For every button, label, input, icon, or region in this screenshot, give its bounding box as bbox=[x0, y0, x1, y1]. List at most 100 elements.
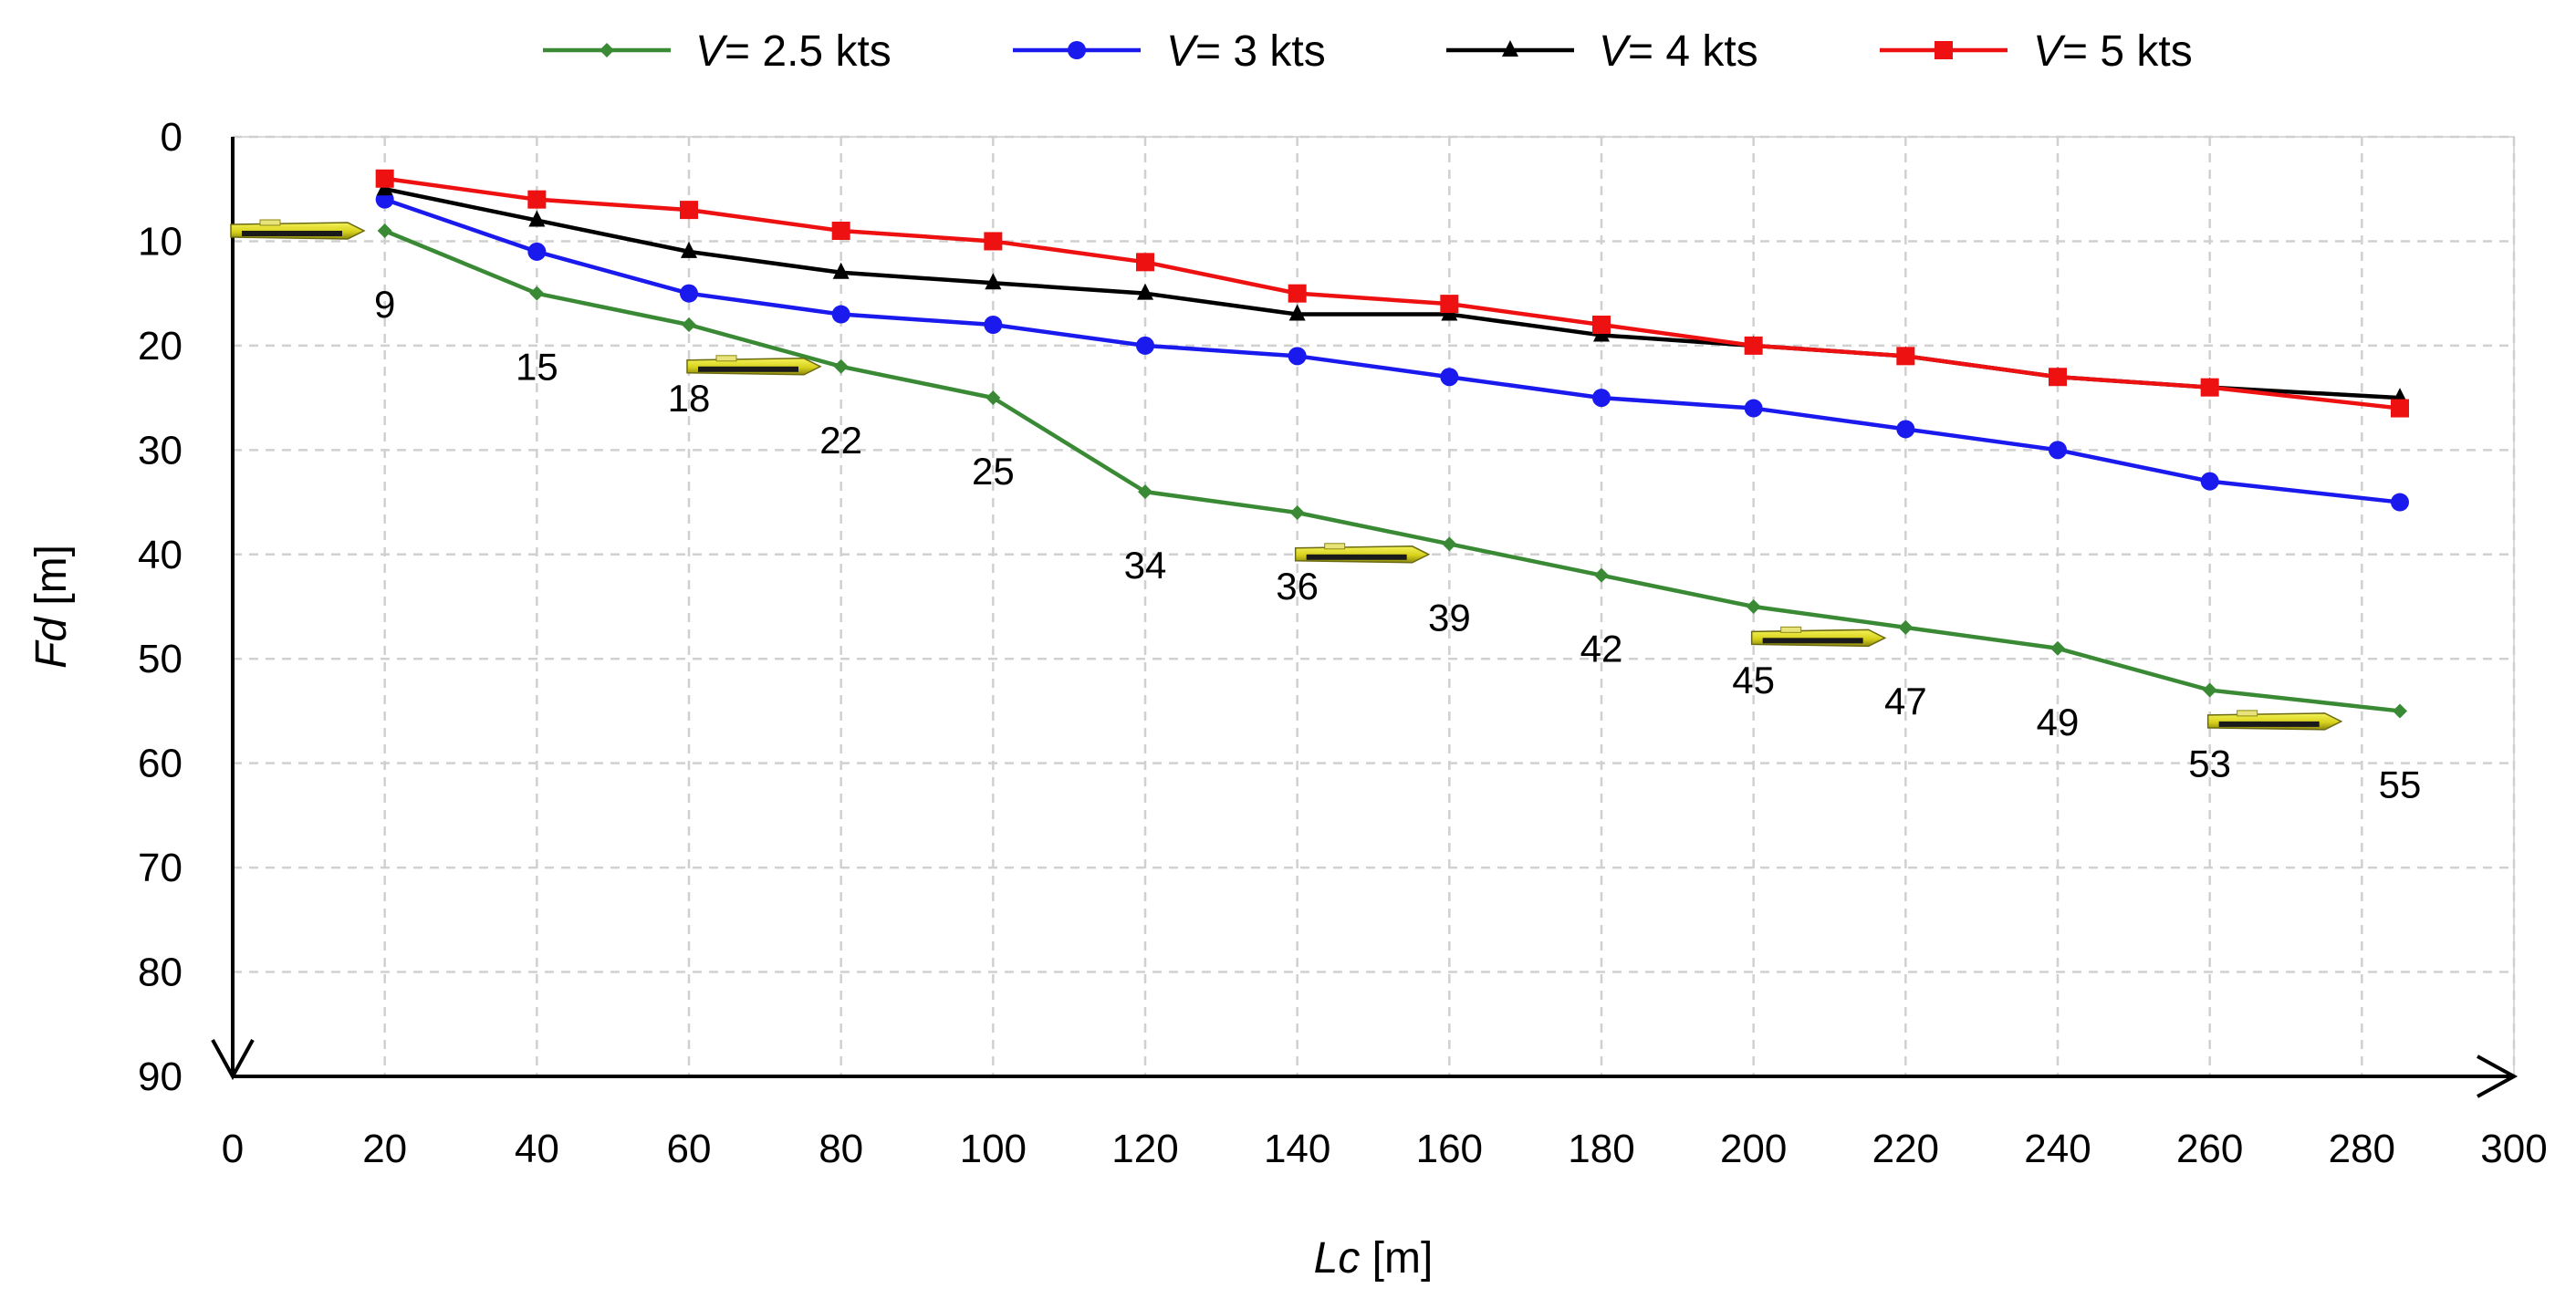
series-lines bbox=[383, 176, 2401, 713]
y-tick-label: 20 bbox=[138, 324, 183, 369]
data-label: 15 bbox=[516, 346, 558, 389]
data-point bbox=[1138, 484, 1152, 500]
ship-deck-shadow bbox=[2218, 721, 2320, 727]
legend-marker bbox=[1068, 41, 1086, 59]
ship-cabin bbox=[259, 219, 281, 226]
data-point bbox=[681, 241, 697, 258]
series-line-3 bbox=[384, 176, 2401, 410]
x-tick-label: 20 bbox=[362, 1127, 407, 1171]
x-tick-label: 100 bbox=[960, 1127, 1027, 1171]
data-point bbox=[682, 317, 696, 332]
data-point bbox=[375, 169, 394, 188]
legend-label: V= 2.5 kts bbox=[695, 27, 892, 76]
series-line-0 bbox=[383, 228, 2401, 713]
x-tick-label: 220 bbox=[1872, 1127, 1939, 1171]
data-label: 9 bbox=[374, 283, 395, 326]
x-tick-label: 200 bbox=[1720, 1127, 1787, 1171]
data-label: 55 bbox=[2379, 763, 2422, 805]
ship-icon bbox=[686, 355, 822, 376]
data-label: 36 bbox=[1276, 565, 1319, 608]
y-tick-label: 60 bbox=[138, 742, 183, 786]
y-tick-label: 50 bbox=[138, 637, 183, 681]
data-point bbox=[2200, 378, 2219, 397]
plot-area-border bbox=[232, 136, 2515, 1077]
ship-icon bbox=[2206, 710, 2343, 731]
y-tick-label: 0 bbox=[161, 115, 183, 160]
data-point bbox=[984, 232, 1003, 251]
ship-deck-shadow bbox=[242, 231, 342, 236]
data-label: 34 bbox=[1124, 544, 1167, 587]
data-point bbox=[2050, 640, 2065, 656]
data-point bbox=[2049, 441, 2067, 460]
x-tick-label: 240 bbox=[2024, 1127, 2091, 1171]
y-tick-label: 80 bbox=[138, 951, 183, 995]
series-markers bbox=[375, 169, 2409, 719]
legend-item-2: V= 4 kts bbox=[1446, 27, 1758, 76]
data-point bbox=[1746, 599, 1761, 614]
data-point bbox=[1288, 284, 1307, 303]
data-point bbox=[1896, 420, 1915, 439]
data-point bbox=[1440, 368, 1459, 387]
ship-cabin bbox=[2237, 710, 2258, 717]
x-axis-title: Lc [m] bbox=[1314, 1234, 1434, 1283]
data-point bbox=[985, 273, 1002, 290]
data-point bbox=[986, 390, 1001, 406]
data-point bbox=[831, 305, 850, 324]
data-point bbox=[1594, 567, 1609, 583]
data-label: 39 bbox=[1428, 596, 1471, 639]
data-point bbox=[2391, 493, 2409, 512]
data-label: 18 bbox=[668, 377, 711, 420]
data-point bbox=[1136, 336, 1154, 355]
tick-labels: 0 20 40 60 80 100 120 140 160 180 200 220 240 260 280 3… bbox=[138, 115, 2548, 1171]
y-axis-title: Fd [m] bbox=[27, 545, 76, 669]
data-point bbox=[2391, 399, 2409, 418]
ship-deck-shadow bbox=[698, 366, 798, 372]
x-tick-label: 120 bbox=[1111, 1127, 1178, 1171]
ship-cabin bbox=[1324, 543, 1346, 550]
x-tick-label: 260 bbox=[2176, 1127, 2243, 1171]
legend-label: V= 5 kts bbox=[2033, 27, 2193, 76]
data-point bbox=[377, 223, 392, 238]
series-line-1 bbox=[383, 197, 2401, 504]
legend-label: V= 4 kts bbox=[1599, 27, 1758, 76]
data-point bbox=[680, 201, 698, 220]
data-point bbox=[2200, 472, 2219, 491]
axis-titles: Lc [m] Fd [m] bbox=[27, 545, 1433, 1283]
data-point bbox=[1896, 347, 1915, 366]
legend-marker bbox=[1935, 41, 1953, 59]
data-point bbox=[1744, 399, 1763, 418]
x-tick-label: 60 bbox=[667, 1127, 712, 1171]
data-point bbox=[1592, 389, 1611, 408]
data-label: 22 bbox=[819, 419, 862, 462]
ship-icon bbox=[1750, 626, 1887, 648]
x-tick-label: 300 bbox=[2480, 1127, 2547, 1171]
x-tick-label: 280 bbox=[2329, 1127, 2395, 1171]
ship-cabin bbox=[1780, 626, 1802, 633]
y-tick-label: 70 bbox=[138, 846, 183, 890]
legend-label: V= 3 kts bbox=[1166, 27, 1326, 76]
data-point bbox=[2202, 682, 2217, 698]
x-axis-arrow bbox=[2477, 1054, 2519, 1098]
data-labels: 9 15 18 22 25 34 36 39 42 45 47 49 53 55 bbox=[374, 283, 2421, 805]
x-tick-label: 80 bbox=[819, 1127, 863, 1171]
y-tick-label: 30 bbox=[138, 428, 183, 473]
data-point bbox=[832, 262, 850, 279]
legend-item-3: V= 5 kts bbox=[1880, 27, 2193, 76]
axes bbox=[211, 137, 2519, 1098]
data-label: 49 bbox=[2037, 701, 2080, 743]
ship-deck-shadow bbox=[1762, 638, 1863, 644]
x-tick-label: 40 bbox=[515, 1127, 559, 1171]
data-point bbox=[1137, 283, 1153, 300]
data-point bbox=[528, 210, 546, 227]
data-point bbox=[527, 242, 547, 261]
data-point bbox=[1898, 619, 1914, 635]
data-point bbox=[2049, 368, 2067, 387]
data-label: 47 bbox=[1884, 680, 1927, 722]
data-point bbox=[2393, 703, 2407, 719]
data-point bbox=[1289, 505, 1305, 520]
data-point bbox=[680, 284, 698, 303]
data-point bbox=[527, 190, 547, 209]
ship-cabin bbox=[715, 355, 737, 362]
